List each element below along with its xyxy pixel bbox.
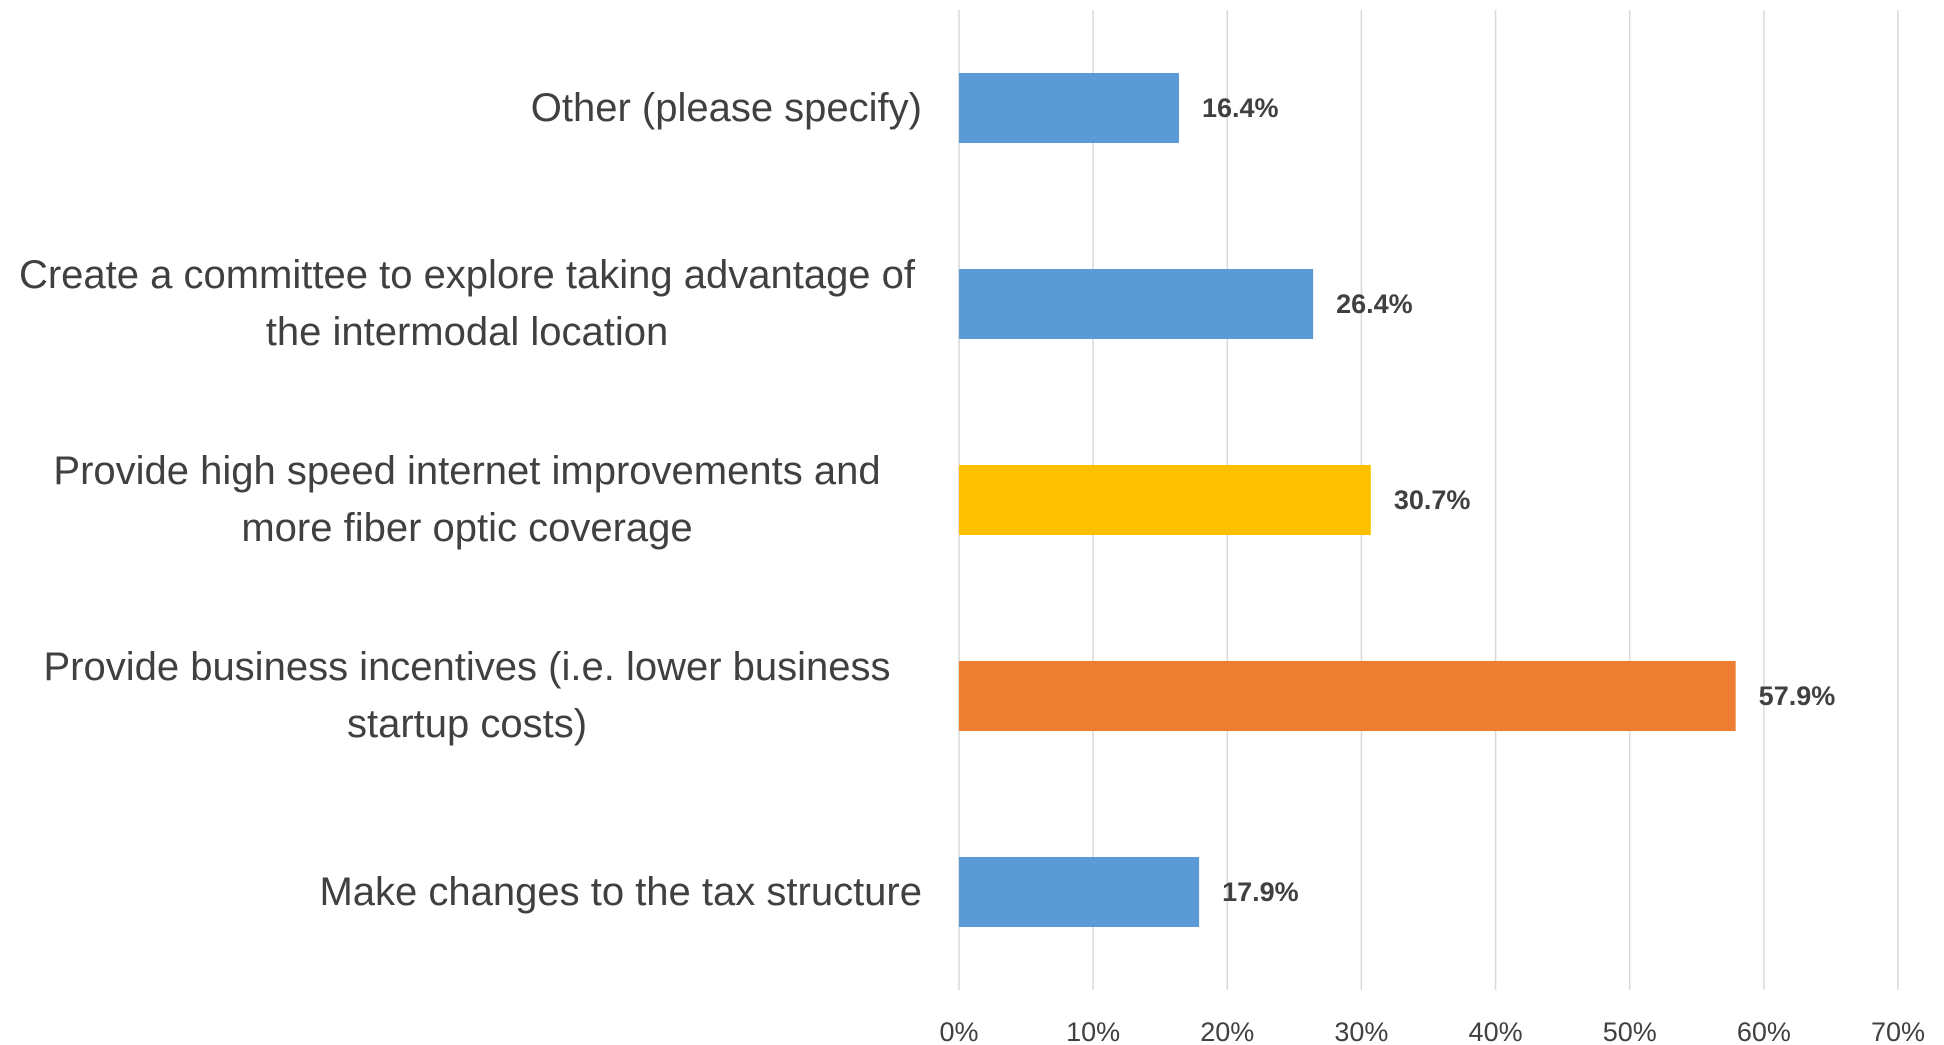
y-tick-label: Make changes to the tax structure: [319, 869, 922, 914]
bar: [959, 857, 1200, 927]
y-tick-label: Other (please specify): [530, 85, 922, 130]
x-tick-label: 30%: [1334, 1017, 1388, 1045]
bar: [959, 73, 1179, 143]
x-tick-label: 20%: [1200, 1017, 1254, 1045]
x-tick-label: 70%: [1871, 1017, 1925, 1045]
x-tick-label: 40%: [1469, 1017, 1523, 1045]
bar: [959, 661, 1736, 731]
value-label: 30.7%: [1394, 485, 1471, 515]
bar: [959, 465, 1371, 535]
category-label-box: Create a committee to explore taking adv…: [0, 206, 922, 402]
category-label-box: Provide business incentives (i.e. lower …: [0, 598, 922, 794]
x-tick-label: 10%: [1066, 1017, 1120, 1045]
value-label: 57.9%: [1759, 681, 1836, 711]
value-label: 26.4%: [1336, 289, 1413, 319]
y-tick-label: Provide business incentives (i.e. lower …: [43, 645, 891, 746]
category-label-box: Provide high speed internet improvements…: [0, 402, 922, 598]
category-label-box: Other (please specify): [0, 10, 922, 206]
category-label-box: Make changes to the tax structure: [0, 794, 922, 990]
y-tick-label: Create a committee to explore taking adv…: [18, 253, 916, 354]
bar: [959, 269, 1314, 339]
y-tick-label: Provide high speed internet improvements…: [53, 449, 881, 550]
value-label: 17.9%: [1222, 877, 1299, 907]
x-tick-label: 0%: [939, 1017, 978, 1045]
x-tick-label: 50%: [1603, 1017, 1657, 1045]
value-label: 16.4%: [1202, 93, 1279, 123]
x-tick-label: 60%: [1737, 1017, 1791, 1045]
